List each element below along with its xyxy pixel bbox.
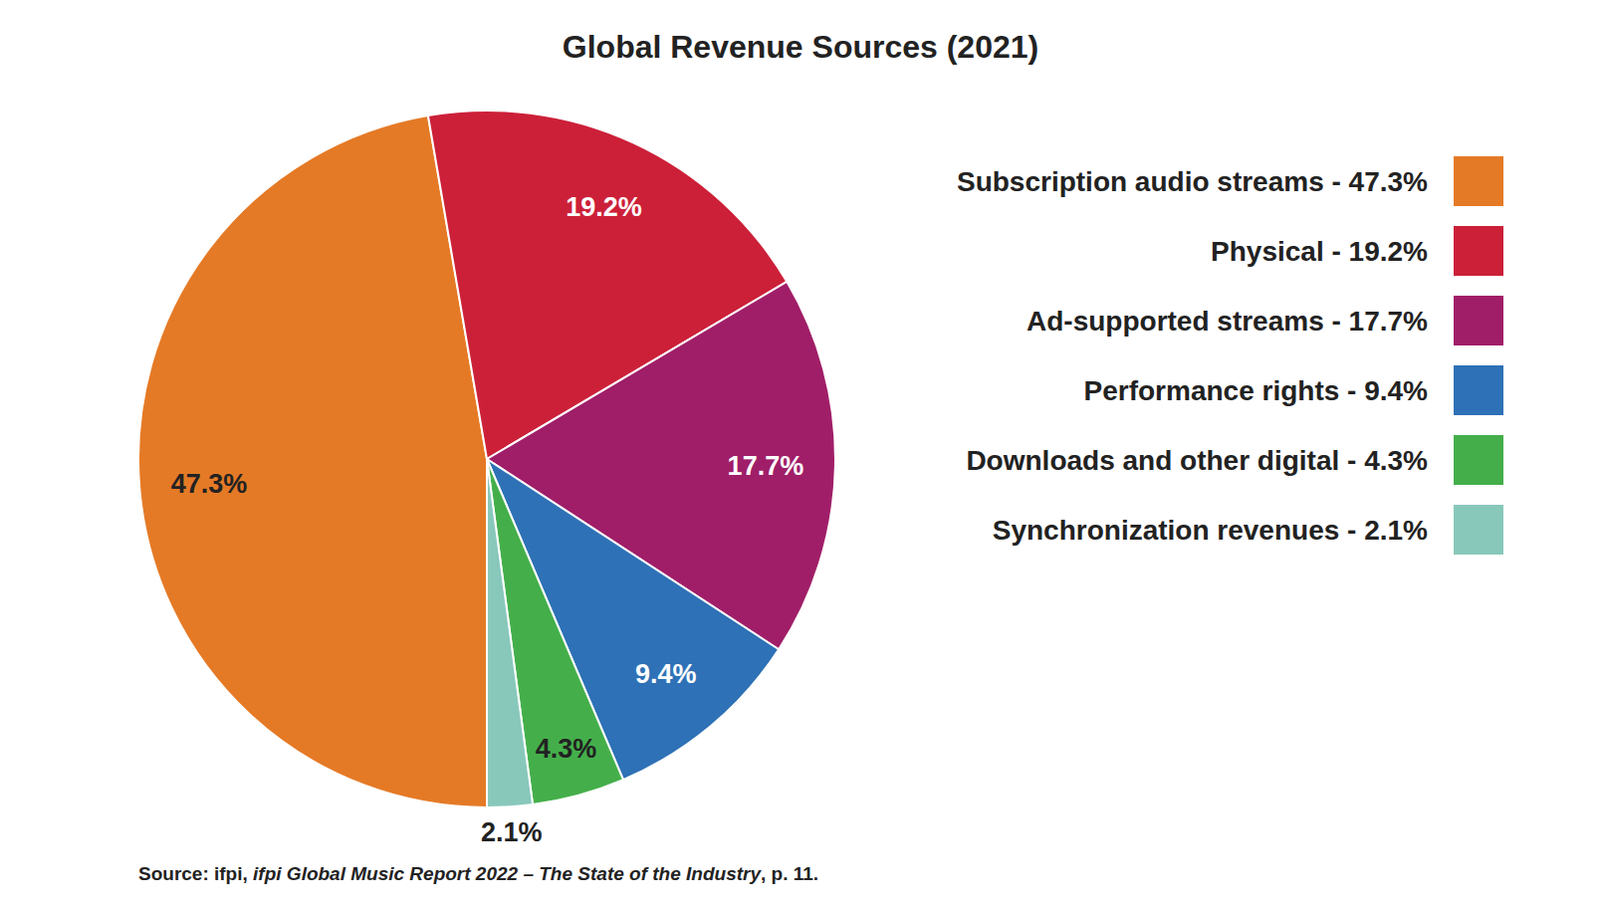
legend-swatch	[1453, 226, 1504, 276]
legend-label: Subscription audio streams - 47.3%	[956, 166, 1428, 198]
data-label: 19.2%	[565, 192, 643, 223]
source-note: Source: ifpi, ifpi Global Music Report 2…	[138, 863, 819, 885]
data-label: 17.7%	[727, 451, 805, 481]
data-label: 4.3%	[535, 733, 598, 764]
legend: Subscription audio streams - 47.3% Physic…	[956, 156, 1504, 555]
legend-label: Physical - 19.2%	[1210, 235, 1428, 267]
legend-swatch	[1453, 156, 1504, 207]
pie-slice	[486, 458, 533, 808]
legend-swatch	[1453, 504, 1504, 555]
slices	[138, 110, 836, 808]
pie-slice	[138, 115, 487, 808]
legend-swatch	[1453, 365, 1504, 416]
data-labels: 47.3% 19.2% 17.7% 9.4% 4.3% 2.1%	[171, 192, 804, 848]
source-part: Source: ifpi,	[138, 863, 253, 885]
data-label: 47.3%	[171, 468, 248, 499]
legend-swatch	[1453, 295, 1504, 346]
legend-swatch	[1453, 435, 1504, 485]
data-label: 2.1%	[480, 817, 543, 848]
legend-label: Synchronization revenues - 2.1%	[992, 514, 1428, 546]
legend-label: Performance rights - 9.4%	[1084, 375, 1429, 407]
legend-label: Downloads and other digital - 4.3%	[965, 445, 1428, 476]
legend-label: Ad-supported streams - 17.7%	[1026, 305, 1428, 337]
title: Global Revenue Sources (2021)	[562, 28, 1039, 65]
source-part: , p. 11.	[760, 863, 819, 885]
data-label: 9.4%	[635, 659, 697, 689]
chart: Global Revenue Sources (2021) 47.3% 19.2% 1…	[0, 0, 1600, 912]
source-part: ifpi Global Music Report 2022 – The Stat…	[252, 863, 762, 885]
